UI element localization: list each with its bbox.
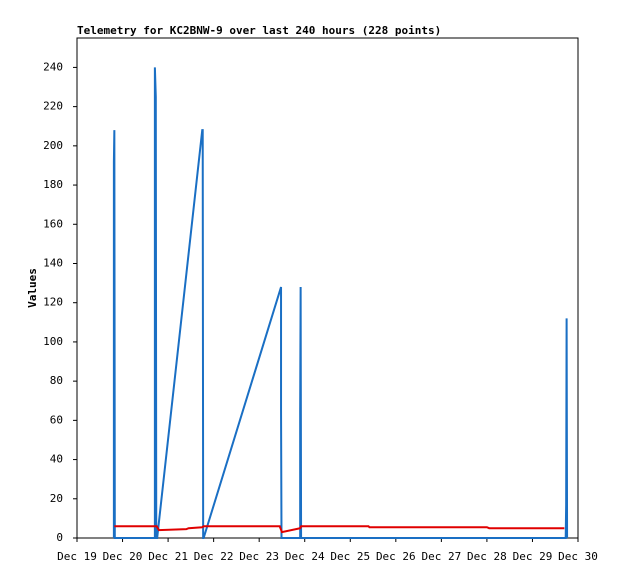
x-tick-label: Dec 30 — [558, 550, 598, 563]
y-tick-label: 240 — [43, 60, 63, 73]
series-line — [114, 525, 565, 534]
x-tick-label: Dec 24 — [285, 550, 325, 563]
series-line — [112, 67, 569, 539]
y-tick-label: 220 — [43, 100, 63, 113]
x-tick-label: Dec 27 — [421, 550, 461, 563]
y-tick-label: 20 — [50, 492, 63, 505]
y-tick-label: 200 — [43, 139, 63, 152]
x-tick-label: Dec 22 — [194, 550, 234, 563]
chart-title: Telemetry for KC2BNW-9 over last 240 hou… — [77, 24, 441, 37]
y-tick-label: 80 — [50, 374, 63, 387]
x-tick-label: Dec 20 — [103, 550, 143, 563]
x-tick-label: Dec 28 — [467, 550, 507, 563]
y-tick-label: 60 — [50, 413, 63, 426]
y-tick-label: 120 — [43, 296, 63, 309]
y-axis-label: Values — [26, 268, 39, 308]
x-tick-label: Dec 23 — [239, 550, 279, 563]
y-tick-label: 0 — [56, 531, 63, 544]
y-tick-label: 160 — [43, 217, 63, 230]
x-tick-label: Dec 19 — [57, 550, 97, 563]
y-tick-label: 140 — [43, 256, 63, 269]
y-tick-label: 180 — [43, 178, 63, 191]
y-tick-label: 100 — [43, 335, 63, 348]
x-tick-label: Dec 29 — [513, 550, 553, 563]
x-tick-label: Dec 25 — [330, 550, 370, 563]
x-tick-label: Dec 21 — [148, 550, 188, 563]
x-tick-label: Dec 26 — [376, 550, 416, 563]
plot-frame — [76, 37, 579, 539]
y-tick-label: 40 — [50, 453, 63, 466]
